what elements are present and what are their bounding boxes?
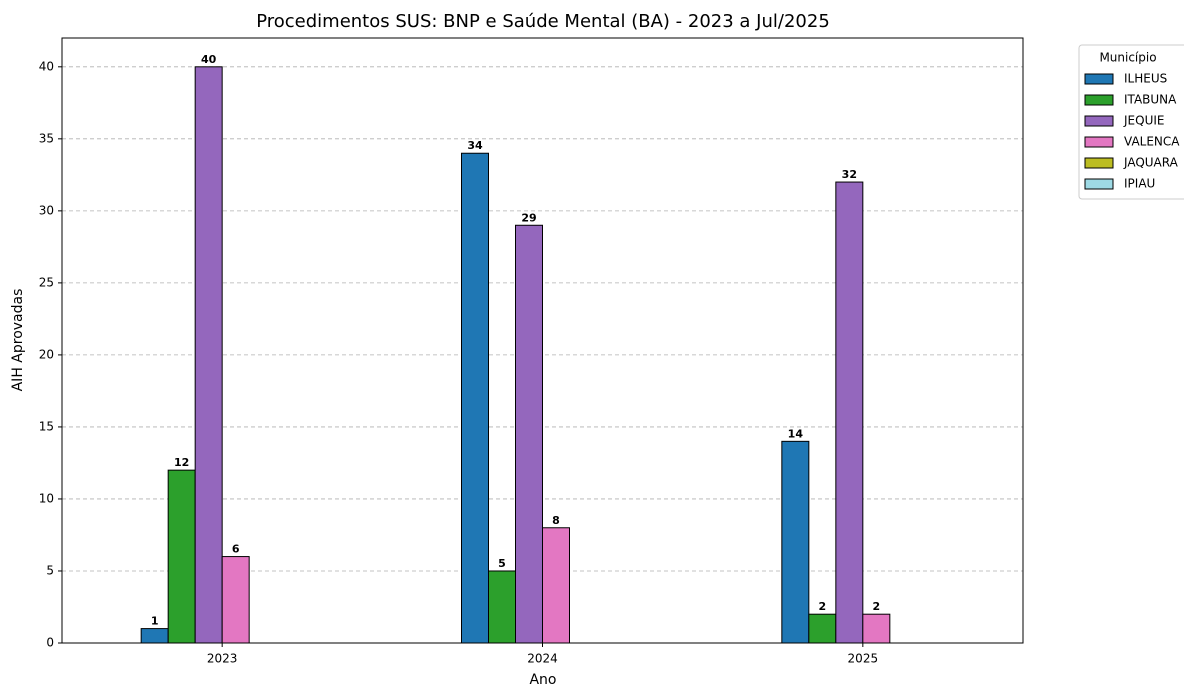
plot-frame bbox=[61, 37, 1024, 644]
y-tick-label: 20 bbox=[39, 347, 54, 361]
legend-swatch bbox=[1084, 178, 1114, 190]
x-axis-label: Ano bbox=[529, 672, 556, 687]
data-label: 40 bbox=[201, 53, 217, 66]
data-label: 8 bbox=[552, 514, 560, 527]
bar bbox=[167, 469, 196, 644]
data-label: 32 bbox=[842, 168, 857, 181]
data-label: 2 bbox=[819, 600, 827, 613]
data-label: 6 bbox=[232, 543, 240, 556]
legend-swatch bbox=[1084, 73, 1114, 85]
x-tick-label: 2025 bbox=[848, 652, 879, 666]
bar bbox=[515, 224, 543, 644]
x-tick-label: 2023 bbox=[207, 652, 238, 666]
bar bbox=[862, 613, 891, 644]
y-tick-label: 10 bbox=[39, 491, 54, 505]
y-tick-label: 40 bbox=[39, 59, 54, 73]
legend-label: JAQUARA bbox=[1123, 156, 1179, 170]
data-label: 29 bbox=[521, 211, 536, 224]
bar bbox=[542, 527, 570, 644]
y-tick-label: 0 bbox=[46, 636, 54, 650]
y-axis-label: AIH Aprovadas bbox=[10, 289, 26, 392]
legend-label: IPIAU bbox=[1124, 177, 1155, 191]
legend-title: Município bbox=[1099, 51, 1156, 65]
bar bbox=[835, 181, 864, 644]
chart-title: Procedimentos SUS: BNP e Saúde Mental (B… bbox=[256, 11, 830, 32]
y-tick-label: 30 bbox=[39, 203, 54, 217]
bar bbox=[140, 628, 169, 644]
legend-swatch bbox=[1084, 157, 1114, 169]
legend-swatch bbox=[1084, 94, 1114, 106]
bar bbox=[461, 152, 489, 644]
y-tick-label: 25 bbox=[39, 275, 54, 289]
bar bbox=[194, 66, 223, 644]
data-label: 1 bbox=[151, 615, 159, 628]
legend-label: VALENCA bbox=[1124, 135, 1180, 149]
x-tick-label: 2024 bbox=[527, 652, 558, 666]
data-label: 12 bbox=[174, 456, 189, 469]
bar bbox=[221, 556, 250, 644]
y-tick-label: 15 bbox=[39, 419, 54, 433]
data-label: 14 bbox=[788, 427, 804, 440]
bar bbox=[488, 570, 516, 644]
legend-swatch bbox=[1084, 136, 1114, 148]
legend-label: ITABUNA bbox=[1124, 93, 1177, 107]
bar bbox=[781, 440, 810, 644]
data-label: 2 bbox=[873, 600, 881, 613]
legend-swatch bbox=[1084, 115, 1114, 127]
legend-label: ILHEUS bbox=[1124, 72, 1167, 86]
y-tick-label: 5 bbox=[46, 563, 54, 577]
data-label: 34 bbox=[467, 139, 483, 152]
legend-label: JEQUIE bbox=[1123, 114, 1164, 128]
bar bbox=[808, 613, 837, 644]
y-tick-label: 35 bbox=[39, 131, 54, 145]
data-label: 5 bbox=[498, 557, 506, 570]
